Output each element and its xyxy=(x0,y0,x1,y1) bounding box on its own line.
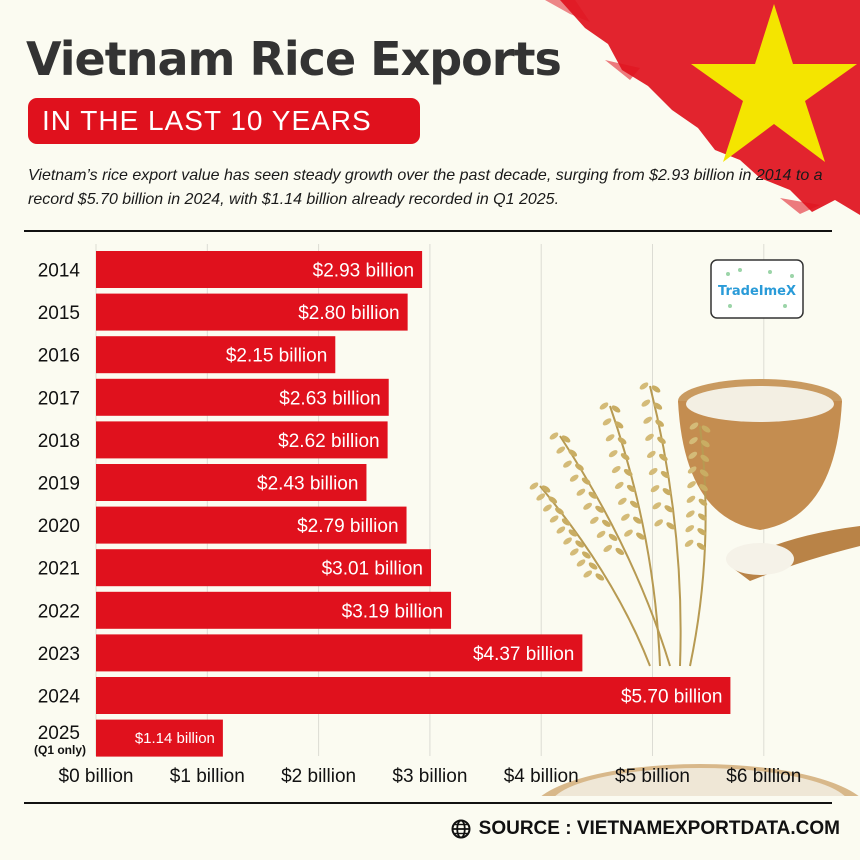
bar-data-label: $2.79 billion xyxy=(297,516,398,537)
category-label: 2023 xyxy=(38,644,80,665)
bar-data-label: $2.93 billion xyxy=(313,261,414,282)
flag-star-icon xyxy=(691,4,857,162)
bar-data-label: $2.15 billion xyxy=(226,346,327,367)
bar xyxy=(96,378,389,416)
bar-data-label: $1.14 billion xyxy=(135,730,215,747)
source-footer: SOURCE : VIETNAMEXPORTDATA.COM xyxy=(451,818,840,840)
category-label: 2015 xyxy=(38,303,80,324)
bar-data-label: $2.43 billion xyxy=(257,474,358,495)
page-title: Vietnam Rice Exports xyxy=(26,32,562,86)
period-badge: IN THE LAST 10 YEARS xyxy=(28,98,420,144)
x-tick-label: $1 billion xyxy=(170,766,245,787)
rice-bowl-illustration xyxy=(529,379,860,796)
description-text: Vietnam’s rice export value has seen ste… xyxy=(28,167,823,208)
category-label: 2024 xyxy=(38,687,81,708)
bottom-divider xyxy=(24,802,832,804)
category-label: 2018 xyxy=(38,431,80,452)
x-tick-label: $4 billion xyxy=(504,766,579,787)
bar-data-label: $2.62 billion xyxy=(278,431,379,452)
bar xyxy=(96,719,223,757)
bar-data-label: $5.70 billion xyxy=(621,687,722,708)
bar-data-label: $3.01 billion xyxy=(322,559,423,580)
rice-exports-chart: TradeImeX $2.93 billion $2.80 billion $2.1… xyxy=(34,244,860,796)
bar-data-label: $3.19 billion xyxy=(342,601,443,622)
globe-icon xyxy=(451,819,471,839)
bar xyxy=(96,251,423,288)
bar-data-label: $2.63 billion xyxy=(279,388,380,409)
bar-data-label: $2.80 billion xyxy=(298,303,399,324)
bar xyxy=(96,549,432,587)
category-label: 2017 xyxy=(38,388,80,409)
x-tick-label: $5 billion xyxy=(615,766,690,787)
bar xyxy=(96,421,388,459)
category-label: 2022 xyxy=(38,601,80,622)
bar xyxy=(96,336,336,374)
vietnam-flag-background xyxy=(545,0,860,215)
category-label: 2021 xyxy=(38,559,80,580)
top-divider xyxy=(24,230,832,232)
bar xyxy=(96,677,731,714)
x-tick-label: $3 billion xyxy=(392,766,467,787)
x-tick-label: $2 billion xyxy=(281,766,356,787)
logo-text: TradeImeX xyxy=(718,284,796,299)
bar xyxy=(96,293,408,331)
category-note: (Q1 only) xyxy=(34,743,86,757)
bar xyxy=(96,591,452,629)
bar xyxy=(96,464,367,501)
bar-data-label: $4.37 billion xyxy=(473,644,574,665)
bar xyxy=(96,506,407,544)
category-label: 2016 xyxy=(38,346,80,367)
source-text: SOURCE : VIETNAMEXPORTDATA.COM xyxy=(478,818,840,839)
category-label: 2025 xyxy=(38,723,80,744)
category-label: 2020 xyxy=(38,516,80,537)
tradeimex-logo[interactable]: TradeImeX xyxy=(710,259,804,319)
category-label: 2014 xyxy=(38,261,81,282)
bar xyxy=(96,634,583,672)
category-label: 2019 xyxy=(38,474,80,495)
x-tick-label: $0 billion xyxy=(59,766,134,787)
x-tick-label: $6 billion xyxy=(726,766,801,787)
